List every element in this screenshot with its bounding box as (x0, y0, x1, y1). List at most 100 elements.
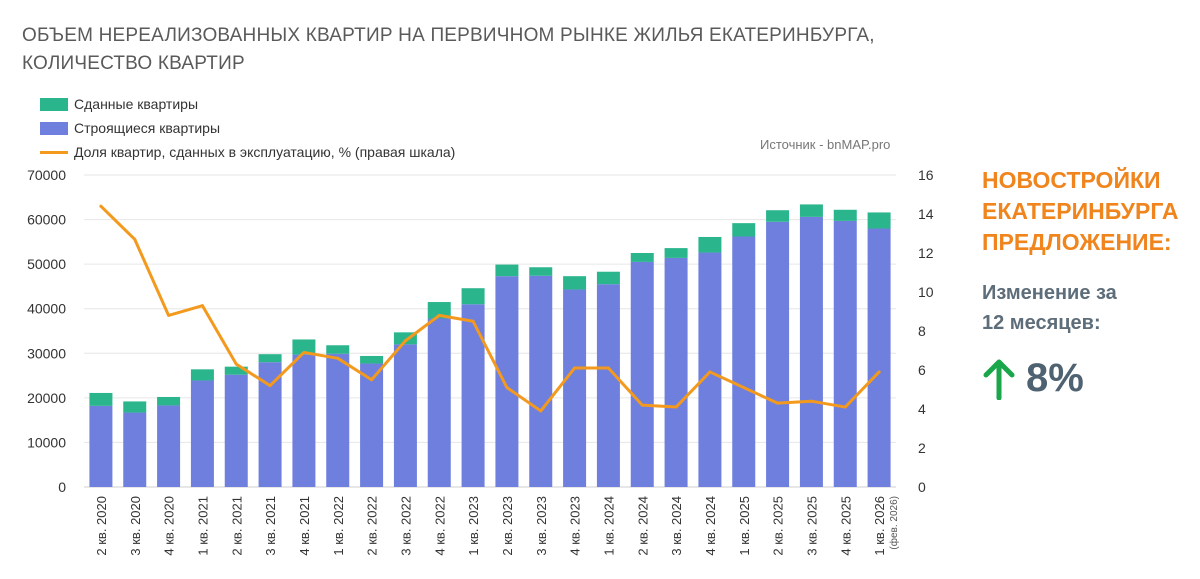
bar-under-construction (799, 216, 823, 487)
y2-axis-tick-label: 4 (918, 401, 926, 417)
legend-swatch-under-construction (40, 121, 68, 135)
bar-completed (867, 212, 891, 229)
bar-completed (495, 264, 519, 277)
bar-under-construction (292, 354, 316, 487)
bar-completed (833, 209, 857, 221)
bar-completed (258, 354, 282, 363)
y-axis-tick-label: 30000 (27, 345, 66, 361)
bar-under-construction (427, 318, 451, 487)
change-label: Изменение за 12 месяцев: (982, 278, 1192, 338)
bar-under-construction (596, 284, 620, 487)
share-point (234, 362, 238, 366)
y2-axis-tick-label: 8 (918, 323, 926, 339)
y2-axis-tick-label: 6 (918, 362, 926, 378)
share-point (877, 370, 881, 374)
share-line (99, 204, 881, 413)
bar-completed (529, 267, 553, 276)
x-axis-tick-label: 4 кв. 2023 (568, 496, 583, 556)
x-axis-tick-label: 3 кв. 2025 (804, 496, 819, 556)
bar-completed (89, 392, 113, 406)
y-axis-tick-label: 60000 (27, 212, 66, 228)
bar-completed (123, 401, 147, 413)
share-point (99, 204, 103, 208)
share-point (742, 386, 746, 390)
x-axis-tick-label: 2 кв. 2022 (365, 496, 380, 556)
share-point (200, 304, 204, 308)
legend-label-under-construction: Строящиеся квартиры (74, 120, 221, 136)
legend-item-share: Доля квартир, сданных в эксплуатацию, % … (40, 140, 455, 164)
x-axis-tick-label: 2 кв. 2024 (635, 496, 650, 556)
share-point (302, 350, 306, 354)
bar-under-construction (563, 289, 587, 487)
bar-under-construction (698, 252, 722, 487)
arrow-up-icon (983, 359, 1015, 400)
panel-heading: НОВОСТРОЙКИ ЕКАТЕРИНБУРГА ПРЕДЛОЖЕНИЕ: (982, 165, 1192, 258)
bar-under-construction (89, 405, 113, 487)
panel-heading-line-1: НОВОСТРОЙКИ (982, 167, 1161, 193)
x-axis-tick-label: 2 кв. 2025 (771, 496, 786, 556)
legend-item-under-construction: Строящиеся квартиры (40, 116, 455, 140)
y-axis-tick-label: 40000 (27, 301, 66, 317)
bar-completed (427, 302, 451, 319)
bar-under-construction (766, 221, 790, 488)
bar-completed (799, 204, 823, 217)
bar-under-construction (360, 363, 384, 487)
bar-completed (698, 236, 722, 253)
share-point (809, 399, 813, 403)
share-point (573, 366, 577, 370)
x-axis-tick-label: 1 кв. 2025 (737, 496, 752, 556)
x-axis-tick-label: 4 кв. 2024 (703, 496, 718, 556)
change-label-line-1: Изменение за (982, 282, 1117, 304)
x-axis-tick-label: 4 кв. 2025 (838, 496, 853, 556)
y2-axis-tick-label: 14 (918, 206, 934, 222)
x-axis-tick-label: 1 кв. 2026 (872, 496, 887, 556)
x-axis-tick-label: 1 кв. 2022 (331, 496, 346, 556)
y-axis-tick-label: 0 (58, 479, 66, 495)
bar-completed (766, 210, 790, 222)
panel-heading-line-3: ПРЕДЛОЖЕНИЕ: (982, 229, 1172, 255)
bar-under-construction (326, 353, 350, 487)
y-axis-tick-label: 10000 (27, 434, 66, 450)
bar-under-construction (461, 304, 485, 487)
x-axis-tick-label: 3 кв. 2020 (128, 496, 143, 556)
x-axis-tick-label: 4 кв. 2022 (432, 496, 447, 556)
x-axis-tick-label: 3 кв. 2021 (263, 496, 278, 556)
share-point (606, 366, 610, 370)
share-point (674, 405, 678, 409)
y-axis-tick-label: 50000 (27, 256, 66, 272)
share-point (403, 339, 407, 343)
legend: Сданные квартиры Строящиеся квартиры Дол… (40, 92, 455, 164)
bar-under-construction (664, 257, 688, 487)
share-point (336, 356, 340, 360)
x-axis-tick-label: 1 кв. 2021 (195, 496, 210, 556)
x-axis-tick-label: 2 кв. 2021 (229, 496, 244, 556)
x-axis-tick-label: 1 кв. 2024 (601, 496, 616, 556)
bar-under-construction (867, 228, 891, 487)
bar-completed (563, 276, 587, 290)
bar-under-construction (630, 261, 654, 487)
y2-axis-tick-label: 16 (918, 167, 934, 183)
x-axis-tick-label: 4 кв. 2021 (297, 496, 312, 556)
bar-under-construction (190, 380, 214, 487)
x-axis-tick-label: 1 кв. 2023 (466, 496, 481, 556)
x-axis-tick-note: (фев. 2026) (888, 496, 900, 550)
share-point (640, 403, 644, 407)
share-point (437, 313, 441, 317)
change-row: 8% (982, 356, 1192, 401)
share-point (167, 313, 171, 317)
change-value: 8% (1026, 356, 1084, 400)
y2-axis-tick-label: 10 (918, 284, 934, 300)
x-axis-tick-label: 3 кв. 2023 (534, 496, 549, 556)
bar-under-construction (224, 374, 248, 487)
y2-axis-tick-label: 12 (918, 245, 934, 261)
legend-item-completed: Сданные квартиры (40, 92, 455, 116)
share-point (708, 370, 712, 374)
bar-under-construction (529, 275, 553, 487)
bar-completed (326, 345, 350, 354)
bar-completed (190, 369, 214, 381)
bar-completed (461, 288, 485, 305)
share-point (539, 409, 543, 413)
share-point (471, 319, 475, 323)
x-axis-tick-label: 2 кв. 2023 (500, 496, 515, 556)
